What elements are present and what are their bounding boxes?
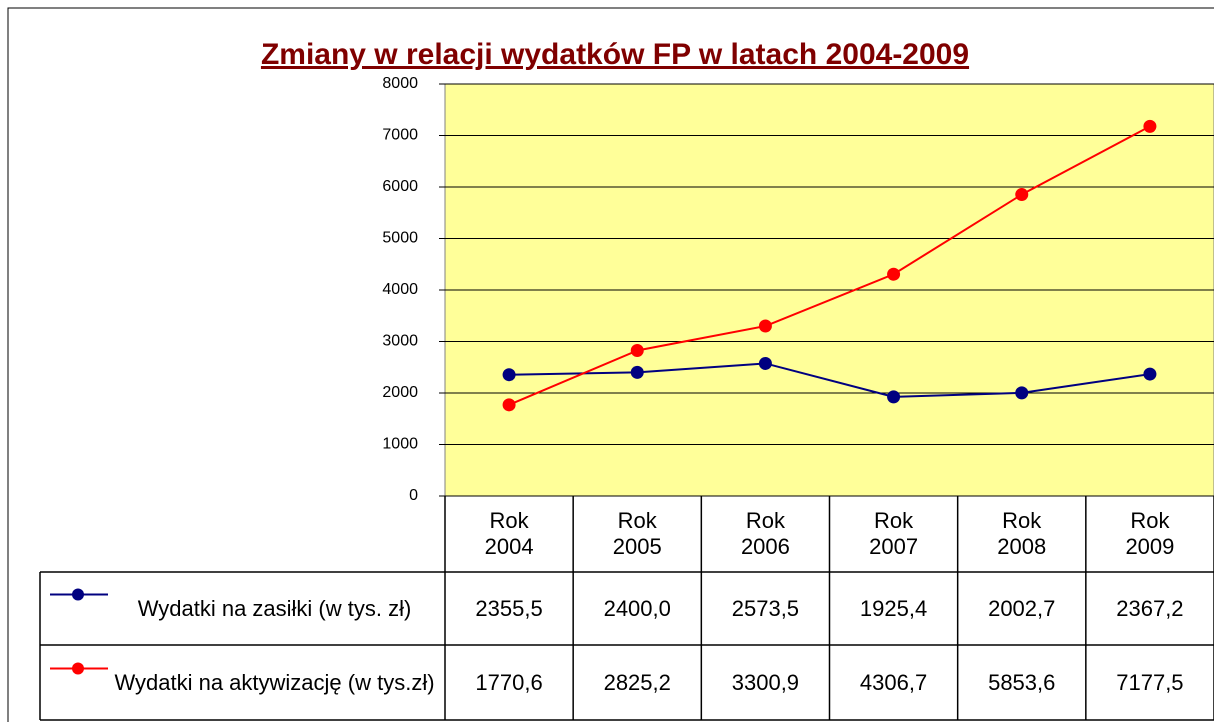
x-tick-label: Rok 2004 (445, 496, 573, 572)
data-point (630, 365, 644, 379)
legend-marker (72, 662, 84, 675)
data-point (1015, 386, 1029, 400)
series-line (509, 362, 1151, 398)
data-label: 2825,2 (603, 669, 671, 695)
y-tick-label: 7000 (382, 127, 418, 144)
legend-marker (72, 588, 84, 601)
x-tick-label: Rok 2005 (573, 496, 701, 572)
data-label: 2400,0 (603, 595, 671, 621)
y-tick-label: 0 (409, 487, 418, 504)
data-label: 2355,5 (475, 595, 543, 621)
data-point (887, 390, 901, 404)
series-line (508, 125, 1151, 406)
x-tick-label-text: Rok 2006 (740, 508, 790, 559)
data-point (758, 319, 772, 333)
data-label: 2002,7 (988, 595, 1056, 621)
data-label: 5853,6 (988, 669, 1056, 695)
x-tick-label-text: Rok 2008 (997, 508, 1047, 559)
data-label: 4306,7 (859, 669, 928, 695)
data-point (1143, 367, 1157, 381)
x-tick-label: Rok 2007 (830, 496, 958, 572)
x-tick-label-text: Rok 2009 (1125, 508, 1175, 559)
legend-label: Wydatki na zasiłki (w tys. zł) (137, 595, 412, 621)
data-point (502, 368, 516, 382)
y-tick-label: 3000 (382, 333, 418, 350)
data-label: 2573,5 (731, 595, 800, 621)
data-point (758, 356, 772, 370)
data-point (630, 344, 644, 358)
data-label: 1925,4 (859, 595, 928, 621)
frame (7, 7, 1214, 722)
x-tick-label-text: Rok 2007 (869, 508, 919, 559)
x-tick-label: Rok 2009 (1086, 496, 1214, 572)
x-tick-label: Rok 2006 (701, 496, 829, 572)
x-tick-label-text: Rok 2004 (484, 508, 534, 559)
chart-title: Zmiany w relacji wydatków FP w latach 20… (260, 38, 970, 71)
x-tick-label: Rok 2008 (958, 496, 1086, 572)
legend-label: Wydatki na aktywizację (w tys.zł) (114, 669, 435, 695)
data-point (502, 398, 516, 412)
y-tick-label: 4000 (382, 281, 418, 298)
y-tick-label: 5000 (382, 230, 418, 247)
y-tick-label: 6000 (382, 178, 418, 195)
data-label: 3300,9 (731, 669, 800, 695)
x-tick-label-text: Rok 2005 (612, 508, 662, 559)
y-tick-label: 2000 (382, 384, 418, 401)
data-label: 2367,2 (1116, 595, 1184, 621)
data-point (1015, 188, 1029, 202)
data-label: 7177,5 (1116, 669, 1184, 695)
data-label: 1770,6 (475, 669, 543, 695)
data-point (887, 267, 901, 281)
y-tick-label: 8000 (382, 75, 418, 92)
data-point (1143, 119, 1157, 133)
y-tick-label: 1000 (382, 436, 418, 453)
